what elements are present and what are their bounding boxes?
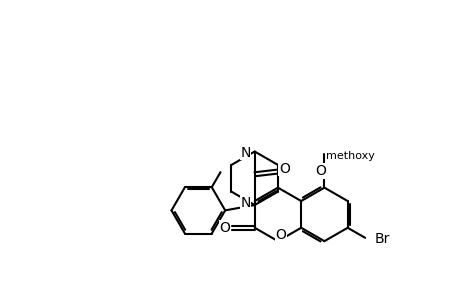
Text: methoxy: methoxy	[326, 151, 375, 161]
Text: O: O	[275, 228, 286, 242]
Text: N: N	[240, 196, 250, 210]
Text: O: O	[314, 164, 325, 178]
Text: O: O	[279, 162, 289, 176]
Text: Br: Br	[374, 232, 390, 246]
Text: O: O	[219, 221, 230, 235]
Text: N: N	[240, 146, 250, 160]
